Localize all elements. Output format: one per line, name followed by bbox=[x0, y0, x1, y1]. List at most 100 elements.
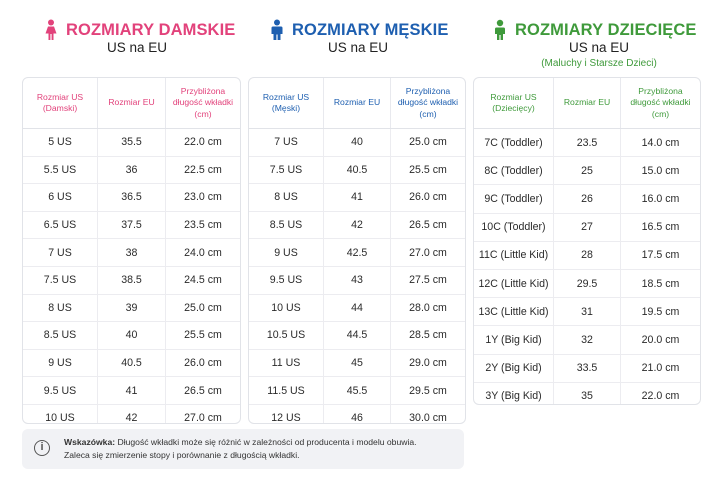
cell-us-size: 11.5 US bbox=[249, 377, 324, 404]
men-table-body: 7 US 40 25.0 cm 7.5 US 40.5 25.5 cm 8 US 41 26.0… bbox=[249, 129, 465, 424]
cell-insole-length: 26.0 cm bbox=[409, 191, 447, 204]
cell-insole-length: 26.5 cm bbox=[184, 384, 222, 397]
cell-eu-size: 28 bbox=[554, 241, 621, 269]
cell-us-size: 13C (Little Kid) bbox=[474, 298, 554, 326]
table-row: 8C (Toddler) 25 15.0 cm bbox=[474, 157, 700, 186]
table-row: 9 US 40.5 26.0 cm bbox=[23, 349, 240, 378]
cell-us-size: 8.5 US bbox=[249, 211, 324, 239]
cell-eu-size: 42.5 bbox=[324, 239, 391, 266]
table-row: 7.5 US 40.5 25.5 cm bbox=[249, 156, 465, 185]
column-header-eu: Rozmiar EU bbox=[98, 78, 166, 128]
table-row: 11.5 US 45.5 29.5 cm bbox=[249, 377, 465, 405]
cell-insole-length: 25.0 cm bbox=[184, 301, 222, 314]
men-subtitle: US na EU bbox=[327, 40, 389, 55]
table-row: 9C (Toddler) 26 16.0 cm bbox=[474, 185, 700, 214]
column-header-eu: Rozmiar EU bbox=[554, 78, 621, 128]
men-title-row: ROZMIARY MĘSKIE bbox=[270, 18, 448, 42]
column-header-us: Rozmiar US (Damski) bbox=[23, 78, 98, 128]
cell-insole-length: 16.5 cm bbox=[641, 221, 680, 234]
table-row: 7C (Toddler) 23.5 14.0 cm bbox=[474, 129, 700, 158]
cell-us-size: 11 US bbox=[249, 349, 324, 377]
cell-insole-length: 14.0 cm bbox=[641, 136, 680, 149]
kids-title-row: ROZMIARY DZIECIĘCE bbox=[493, 18, 696, 42]
man-icon bbox=[271, 19, 283, 40]
cell-us-size: 8 US bbox=[249, 184, 324, 211]
cell-insole-length: 19.5 cm bbox=[641, 305, 680, 318]
cell-eu-size: 23.5 bbox=[554, 129, 621, 157]
table-row: 12 US 46 30.0 cm bbox=[249, 404, 465, 424]
women-subtitle: US na EU bbox=[106, 40, 168, 55]
table-row: 9.5 US 41 26.5 cm bbox=[23, 377, 240, 405]
cell-eu-size: 27 bbox=[554, 213, 621, 241]
cell-eu-size: 44 bbox=[324, 294, 391, 322]
cell-insole-length: 30.0 cm bbox=[409, 412, 447, 424]
cell-insole-length: 18.5 cm bbox=[641, 277, 680, 290]
women-table-body: 5 US 35.5 22.0 cm 5.5 US 36 22.5 cm 6 US 36.5 23… bbox=[23, 129, 240, 424]
cell-insole-length: 23.5 cm bbox=[184, 219, 222, 232]
table-row: 10 US 42 27.0 cm bbox=[23, 404, 240, 424]
cell-eu-size: 33.5 bbox=[554, 354, 621, 382]
cell-us-size: 7C (Toddler) bbox=[474, 129, 554, 157]
cell-eu-size: 40 bbox=[98, 322, 166, 349]
kids-table-header: Rozmiar US (Dziecięcy) Rozmiar EU Przybl… bbox=[474, 78, 700, 129]
cell-us-size: 3Y (Big Kid) bbox=[474, 382, 554, 404]
women-table-header: Rozmiar US (Damski) Rozmiar EU Przybliżo… bbox=[23, 78, 240, 129]
cell-insole-length: 21.0 cm bbox=[641, 362, 680, 375]
cell-eu-size: 38 bbox=[98, 239, 166, 266]
cell-eu-size: 40.5 bbox=[324, 156, 391, 184]
cell-eu-size: 45.5 bbox=[324, 377, 391, 404]
cell-eu-size: 26 bbox=[554, 185, 621, 213]
cell-insole-length: 22.5 cm bbox=[184, 163, 222, 176]
cell-insole-length: 28.5 cm bbox=[409, 329, 447, 342]
table-row: 7 US 40 25.0 cm bbox=[249, 129, 465, 157]
cell-insole-length: 24.5 cm bbox=[184, 274, 222, 287]
cell-eu-size: 41 bbox=[324, 184, 391, 211]
cell-insole-length: 24.0 cm bbox=[184, 246, 222, 259]
cell-eu-size: 35.5 bbox=[98, 129, 166, 156]
table-row: 7.5 US 38.5 24.5 cm bbox=[23, 266, 240, 295]
cell-insole-length: 27.0 cm bbox=[184, 412, 222, 424]
cell-insole-length: 27.5 cm bbox=[409, 274, 447, 287]
table-row: 2Y (Big Kid) 33.5 21.0 cm bbox=[474, 354, 700, 383]
cell-us-size: 5.5 US bbox=[23, 156, 98, 184]
cell-us-size: 7 US bbox=[249, 129, 324, 156]
kids-subtitle: US na EU bbox=[568, 40, 630, 55]
table-row: 8.5 US 42 26.5 cm bbox=[249, 211, 465, 240]
tip-label: Wskazówka: bbox=[64, 437, 116, 447]
table-row: 11 US 45 29.0 cm bbox=[249, 349, 465, 378]
table-row: 7 US 38 24.0 cm bbox=[23, 239, 240, 267]
cell-eu-size: 40 bbox=[324, 129, 391, 156]
women-title: ROZMIARY DAMSKIE bbox=[66, 20, 236, 39]
woman-icon bbox=[45, 19, 57, 40]
men-title: ROZMIARY MĘSKIE bbox=[292, 20, 449, 39]
cell-eu-size: 35 bbox=[554, 382, 621, 404]
cell-insole-length: 22.0 cm bbox=[184, 136, 222, 149]
cell-us-size: 2Y (Big Kid) bbox=[474, 354, 554, 382]
cell-eu-size: 37.5 bbox=[98, 211, 166, 239]
cell-eu-size: 46 bbox=[324, 404, 391, 423]
cell-eu-size: 38.5 bbox=[98, 266, 166, 294]
cell-insole-length: 22.0 cm bbox=[641, 390, 680, 403]
child-icon bbox=[495, 19, 505, 40]
cell-eu-size: 31 bbox=[554, 298, 621, 326]
tip-text: Wskazówka: Długość wkładki może się różn… bbox=[64, 436, 417, 462]
column-header-eu: Rozmiar EU bbox=[324, 78, 391, 128]
cell-eu-size: 42 bbox=[98, 404, 166, 423]
table-row: 11C (Little Kid) 28 17.5 cm bbox=[474, 241, 700, 270]
cell-insole-length: 26.5 cm bbox=[409, 219, 447, 232]
table-row: 9 US 42.5 27.0 cm bbox=[249, 239, 465, 267]
cell-insole-length: 27.0 cm bbox=[409, 246, 447, 259]
cell-eu-size: 42 bbox=[324, 211, 391, 239]
cell-eu-size: 45 bbox=[324, 349, 391, 377]
table-row: 13C (Little Kid) 31 19.5 cm bbox=[474, 298, 700, 327]
cell-eu-size: 44.5 bbox=[324, 322, 391, 349]
kids-title: ROZMIARY DZIECIĘCE bbox=[515, 20, 697, 39]
kids-table-body: 7C (Toddler) 23.5 14.0 cm 8C (Toddler) 25 15.… bbox=[474, 129, 700, 404]
cell-insole-length: 28.0 cm bbox=[409, 301, 447, 314]
table-row: 8 US 41 26.0 cm bbox=[249, 184, 465, 212]
table-row: 9.5 US 43 27.5 cm bbox=[249, 266, 465, 295]
table-row: 3Y (Big Kid) 35 22.0 cm bbox=[474, 382, 700, 404]
cell-us-size: 10C (Toddler) bbox=[474, 213, 554, 241]
cell-us-size: 9.5 US bbox=[249, 266, 324, 294]
cell-insole-length: 25.5 cm bbox=[409, 163, 447, 176]
